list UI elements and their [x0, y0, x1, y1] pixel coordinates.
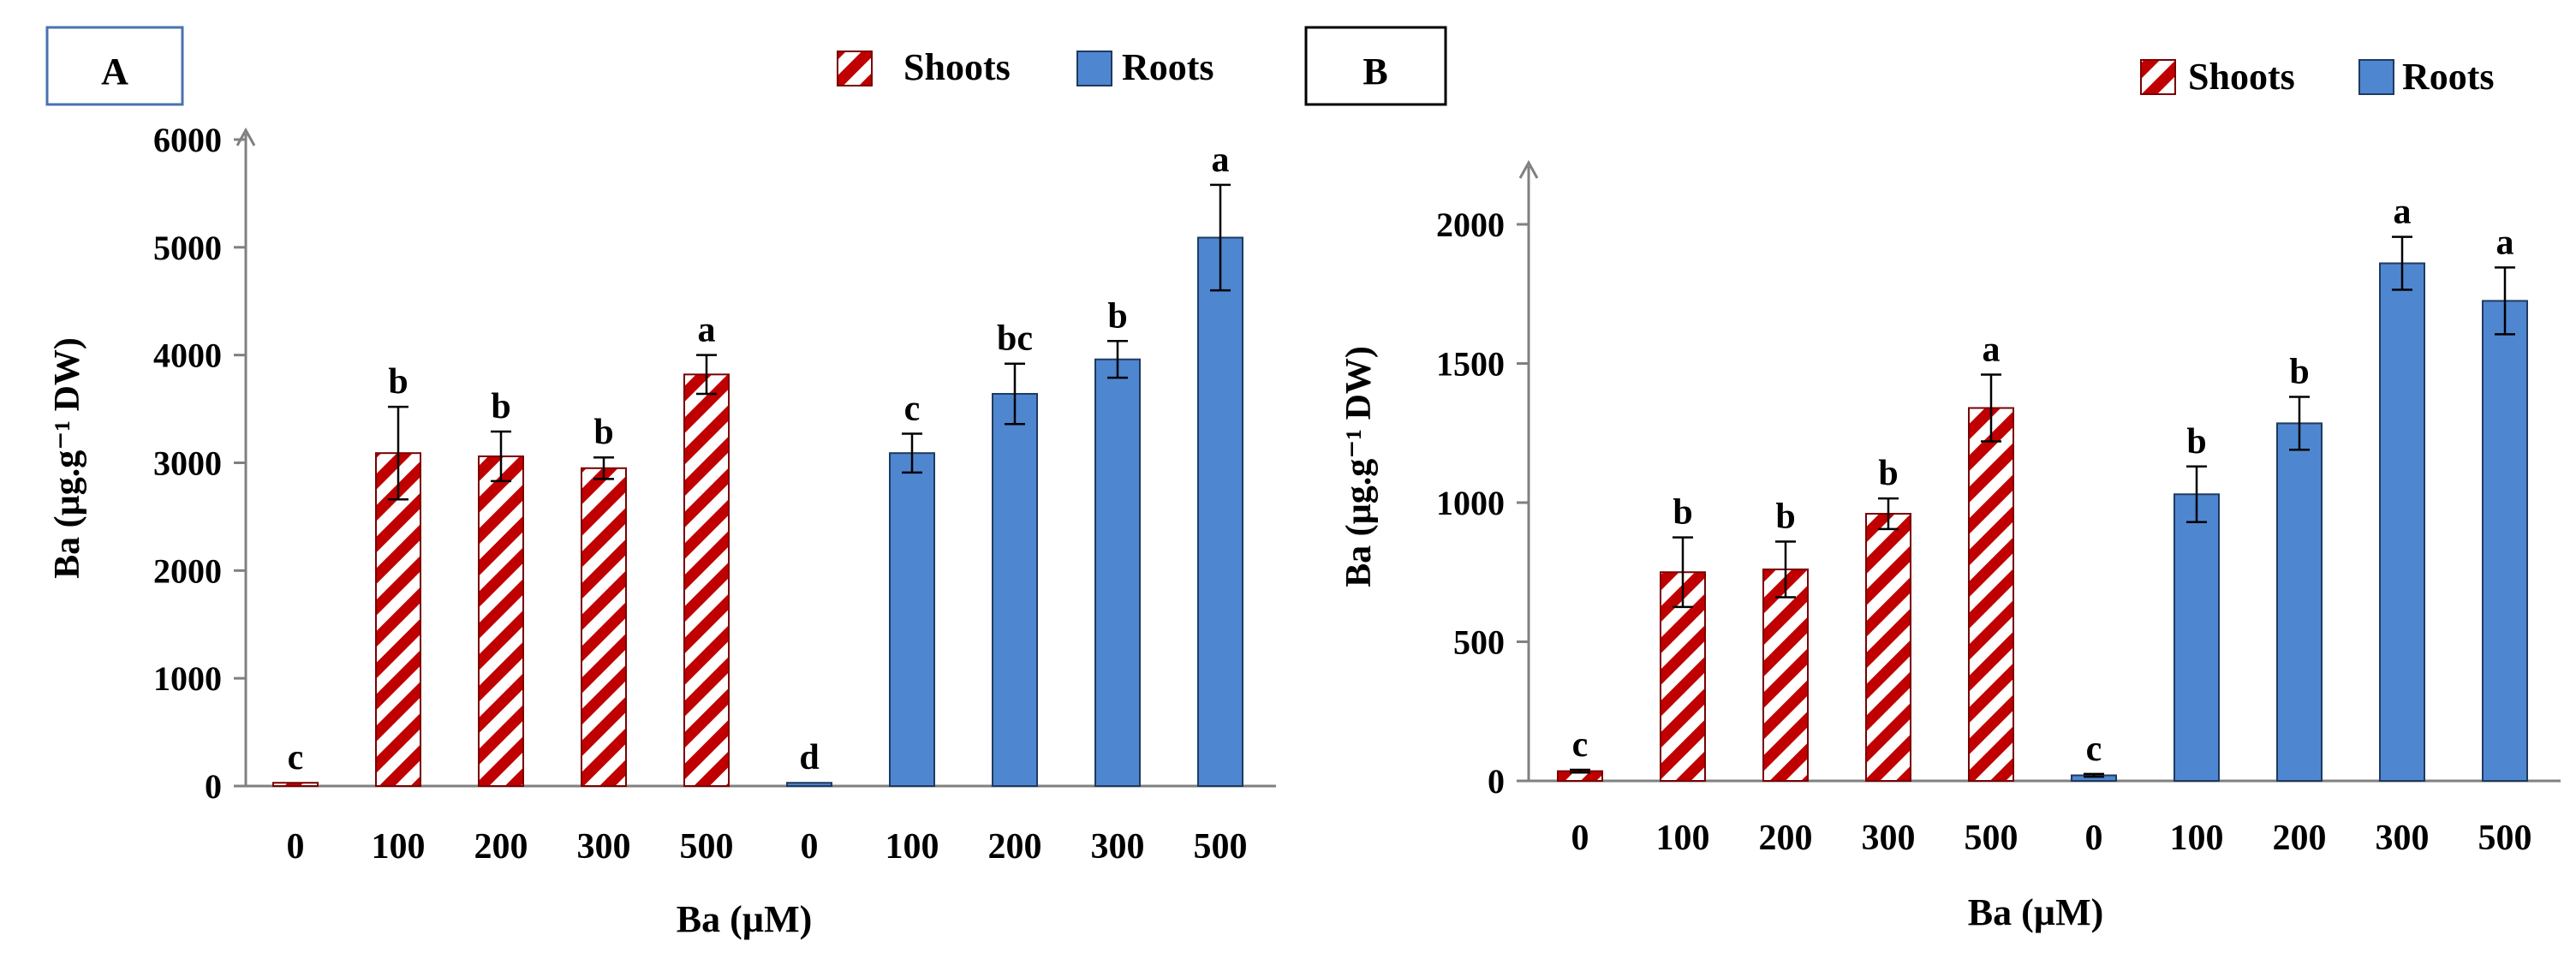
- significance-letter: c: [904, 390, 921, 429]
- significance-letter: d: [799, 738, 819, 777]
- bar-shoots: [1865, 513, 1911, 782]
- significance-letter: b: [491, 387, 510, 426]
- bar-roots: [2379, 262, 2425, 782]
- y-axis-title: Ba (µg.g⁻¹ DW): [1339, 346, 1379, 587]
- legend-label-roots: Roots: [2402, 56, 2495, 98]
- x-tick-label: 100: [1656, 819, 1710, 858]
- legend: Shoots Roots: [2140, 56, 2495, 98]
- bar-roots: [2174, 493, 2220, 782]
- y-tick-label: 2000: [153, 551, 222, 590]
- significance-letter: b: [2186, 422, 2206, 462]
- y-tick-label: 1000: [1436, 484, 1505, 522]
- y-tick-label: 1000: [153, 659, 222, 698]
- significance-letter: b: [1107, 296, 1127, 336]
- significance-letter: c: [1572, 725, 1589, 765]
- x-tick-label: 300: [1862, 819, 1916, 858]
- significance-letter: c: [2086, 730, 2102, 769]
- x-tick-label: 0: [801, 827, 819, 867]
- significance-letter: a: [698, 311, 716, 350]
- legend-label-shoots: Shoots: [903, 46, 1011, 88]
- significance-letter: b: [2289, 353, 2309, 392]
- bar-shoots: [581, 467, 627, 788]
- x-tick-label: 200: [988, 827, 1042, 867]
- bar-roots: [889, 452, 935, 787]
- x-tick-label: 100: [886, 827, 939, 867]
- y-axis-title: Ba (µg.g⁻¹ DW): [48, 337, 87, 579]
- significance-letter: a: [2394, 193, 2412, 232]
- significance-letter: bc: [997, 319, 1033, 359]
- axes: 0 500 1000 1500 2000 0 100 200 300 500 0 100 200 300 5…: [1436, 159, 2561, 858]
- significance-letter: b: [1673, 493, 1692, 533]
- legend-label-shoots: Shoots: [2188, 56, 2295, 98]
- legend-swatch-roots: [2358, 59, 2394, 95]
- bar-shoots: [272, 782, 319, 787]
- x-tick-label: 100: [372, 827, 426, 867]
- panel-b-chart: B Shoots Roots Ba (µg.g⁻¹ DW) Ba (µM) 0 5…: [1304, 26, 2561, 933]
- significance-letter: a: [2496, 223, 2514, 262]
- x-axis-title: Ba (µM): [1968, 891, 2104, 933]
- significance-letter: a: [1212, 140, 1230, 180]
- bar-shoots: [1762, 569, 1809, 782]
- x-tick-label: 500: [1194, 827, 1248, 867]
- x-tick-label: 500: [680, 827, 734, 867]
- x-tick-label: 100: [2170, 819, 2224, 858]
- significance-letter: b: [1878, 454, 1898, 493]
- significance-letter: a: [1983, 331, 2001, 370]
- panel-a-chart: A Shoots Roots Ba (µg.g⁻¹ DW) Ba (µM) 0 1…: [45, 26, 1276, 940]
- legend-swatch-shoots: [2140, 59, 2176, 95]
- x-tick-label: 200: [474, 827, 528, 867]
- bar-roots: [1197, 236, 1243, 787]
- x-tick-label: 300: [2376, 819, 2430, 858]
- y-tick-label: 5000: [153, 229, 222, 267]
- bar-shoots: [478, 455, 524, 787]
- y-tick-label: 6000: [153, 121, 222, 159]
- x-tick-label: 0: [2085, 819, 2103, 858]
- panel-label-box: [45, 26, 184, 106]
- legend-swatch-roots: [1076, 51, 1112, 86]
- bar-shoots: [1968, 407, 2014, 782]
- significance-letter: c: [288, 738, 304, 777]
- significance-letter: b: [1775, 497, 1795, 537]
- bars: c b b b a c b b a a: [1557, 193, 2528, 782]
- panel-label: A: [101, 51, 128, 92]
- x-tick-label: 200: [2273, 819, 2327, 858]
- legend: Shoots Roots: [837, 46, 1214, 88]
- bars: c b b b a d c bc b a: [272, 140, 1243, 788]
- x-tick-label: 200: [1759, 819, 1813, 858]
- x-tick-label: 300: [577, 827, 631, 867]
- bar-shoots: [375, 452, 421, 787]
- bar-roots: [1094, 358, 1141, 787]
- bar-roots: [786, 782, 832, 787]
- y-tick-label: 3000: [153, 444, 222, 483]
- bar-roots: [2482, 300, 2528, 782]
- x-tick-label: 500: [2478, 819, 2532, 858]
- y-tick-label: 0: [1488, 762, 1505, 801]
- significance-letter: b: [388, 362, 408, 402]
- y-axis-arrow: [1518, 159, 1539, 179]
- x-tick-label: 300: [1091, 827, 1145, 867]
- x-tick-label: 0: [287, 827, 305, 867]
- y-tick-label: 0: [205, 767, 222, 806]
- y-tick-label: 500: [1453, 623, 1505, 662]
- legend-label-roots: Roots: [1122, 46, 1214, 88]
- bar-roots: [2276, 422, 2323, 782]
- significance-letter: b: [593, 413, 613, 452]
- x-axis-title: Ba (µM): [677, 898, 813, 940]
- bar-roots: [992, 392, 1038, 787]
- y-tick-label: 1500: [1436, 345, 1505, 384]
- panel-label: B: [1363, 51, 1387, 92]
- x-tick-label: 0: [1571, 819, 1589, 858]
- y-tick-label: 4000: [153, 337, 222, 375]
- panel-label-box: [1304, 26, 1447, 106]
- bar-shoots: [683, 373, 730, 787]
- y-tick-label: 2000: [1436, 205, 1505, 244]
- x-tick-label: 500: [1965, 819, 2018, 858]
- legend-swatch-shoots: [837, 51, 873, 86]
